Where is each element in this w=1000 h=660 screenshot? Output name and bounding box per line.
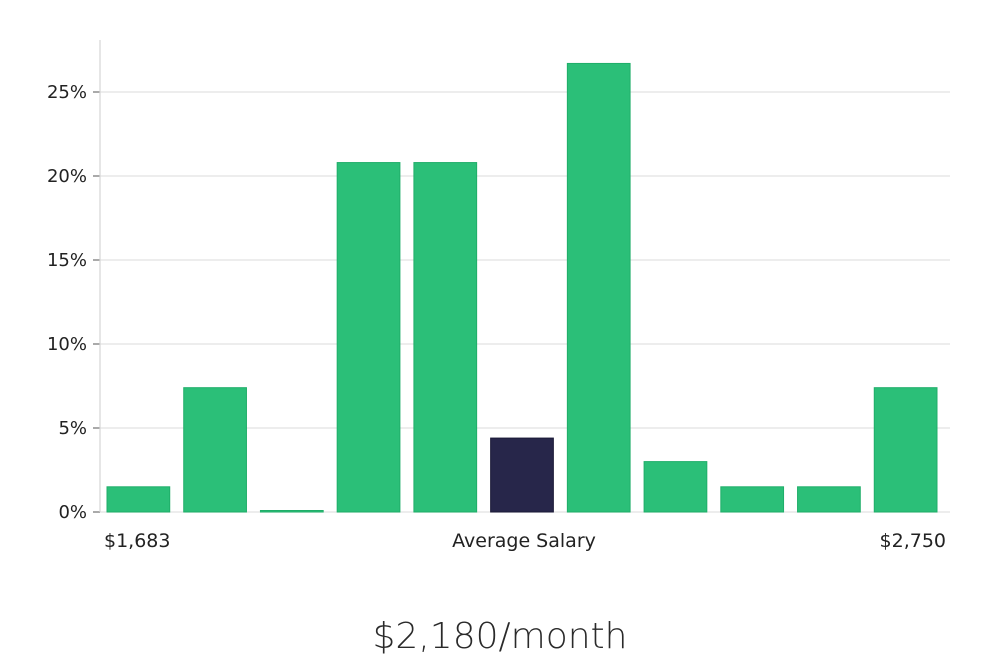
y-tick-label: 5% bbox=[58, 418, 87, 439]
y-tick-label: 25% bbox=[47, 82, 87, 103]
x-center-label: Average Salary bbox=[452, 530, 596, 552]
x-min-label: $1,683 bbox=[104, 530, 170, 552]
bar bbox=[259, 510, 324, 513]
salary-headline: $2,180/month bbox=[373, 616, 628, 657]
bar bbox=[336, 162, 401, 513]
bar bbox=[413, 162, 478, 513]
bar bbox=[106, 486, 171, 513]
bar bbox=[566, 62, 631, 513]
y-tick-label: 15% bbox=[47, 250, 87, 271]
y-tick-label: 10% bbox=[47, 334, 87, 355]
bar bbox=[873, 387, 938, 513]
bar bbox=[797, 486, 861, 513]
y-tick-labels: 0% 5% 10% 15% 20% 25% bbox=[47, 82, 100, 523]
y-tick-label: 0% bbox=[58, 502, 87, 523]
bar bbox=[183, 387, 247, 513]
x-max-label: $2,750 bbox=[880, 530, 946, 552]
bars bbox=[106, 62, 938, 513]
bar-highlighted bbox=[490, 437, 554, 513]
bar bbox=[643, 461, 708, 513]
bar bbox=[720, 486, 785, 513]
y-tick-label: 20% bbox=[47, 166, 87, 187]
